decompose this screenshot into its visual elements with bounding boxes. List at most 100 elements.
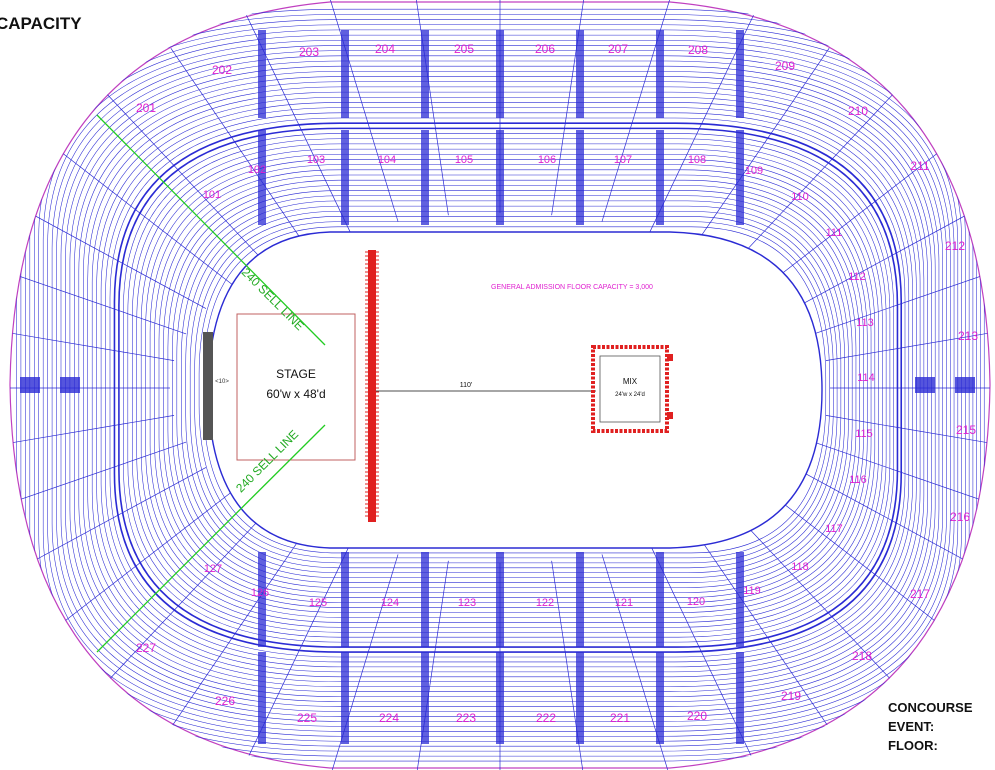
section-label-122: 122: [536, 597, 554, 609]
aisle-line: [46, 490, 234, 636]
ga-capacity-label: GENERAL ADMISSION FLOOR CAPACITY = 3,000: [491, 284, 653, 291]
stage-marker-label: <10>: [215, 379, 229, 385]
section-label-215: 215: [956, 423, 976, 437]
aisle-line: [766, 490, 954, 636]
section-label-207: 207: [608, 42, 628, 56]
section-label-216: 216: [950, 510, 970, 524]
stairway: [258, 130, 266, 225]
aisle-line: [766, 140, 954, 286]
section-label-209: 209: [775, 59, 795, 73]
stairway: [736, 130, 744, 225]
section-label-125: 125: [309, 597, 327, 609]
section-label-221: 221: [610, 711, 630, 725]
stairway: [496, 552, 504, 647]
section-label-223: 223: [456, 711, 476, 725]
distance-label: 110': [460, 382, 473, 389]
seat-row: [91, 96, 921, 678]
section-label-208: 208: [688, 43, 708, 57]
mix-corner-bl: [667, 412, 673, 419]
section-label-118: 118: [791, 561, 809, 573]
section-label-210: 210: [848, 104, 868, 118]
seat-row: [118, 127, 899, 648]
seat-row: [167, 185, 857, 593]
seat-row: [74, 76, 936, 697]
section-label-103: 103: [307, 154, 325, 166]
aisle-line: [46, 140, 234, 286]
aisle-line: [825, 415, 990, 455]
aisle-line: [551, 0, 588, 216]
section-label-205: 205: [454, 42, 474, 56]
aisle-line: [103, 511, 267, 686]
stairway: [258, 652, 266, 744]
section-label-116: 116: [849, 474, 867, 486]
section-label-213: 213: [958, 329, 978, 343]
stairway: [341, 652, 349, 744]
stage-title: STAGE: [276, 367, 316, 381]
seat-row: [145, 159, 876, 618]
mix-riser: [599, 355, 661, 423]
aisle-line: [326, 0, 399, 222]
section-label-105: 105: [455, 154, 473, 166]
stairway: [576, 552, 584, 647]
section-label-117: 117: [825, 523, 843, 535]
sell-line-lower: [96, 424, 326, 653]
seat-row: [69, 71, 940, 702]
section-label-119: 119: [743, 585, 761, 597]
section-label-219: 219: [781, 689, 801, 703]
section-label-212: 212: [945, 239, 965, 253]
section-label-121: 121: [615, 597, 633, 609]
section-label-112: 112: [848, 271, 866, 283]
section-label-120: 120: [687, 596, 705, 608]
stage: [236, 313, 356, 461]
section-label-104: 104: [378, 154, 396, 166]
section-label-113: 113: [856, 317, 874, 329]
seat-row: [65, 65, 944, 707]
seat-row: [100, 107, 913, 668]
legend-concourse: CONCOURSE: [888, 700, 973, 715]
aisle-line: [170, 529, 307, 728]
seat-row: [154, 169, 868, 608]
aisle-line: [813, 441, 990, 519]
seat-row: [158, 174, 864, 603]
stairway: [736, 652, 744, 744]
page-title: CAPACITY: [0, 14, 82, 33]
barricade-ticks: [365, 251, 379, 517]
aisle-line: [10, 415, 175, 455]
section-label-206: 206: [535, 42, 555, 56]
stairway: [258, 552, 266, 647]
stairway: [496, 652, 504, 744]
seat-row: [185, 205, 842, 574]
stairway: [20, 377, 40, 393]
stairway: [576, 652, 584, 744]
section-label-108: 108: [688, 154, 706, 166]
section-label-217: 217: [910, 587, 930, 601]
section-label-202: 202: [212, 63, 232, 77]
aisle-line: [693, 48, 830, 247]
seat-row: [56, 55, 951, 717]
seat-row: [140, 153, 879, 623]
stage-marker-bar: [203, 332, 213, 440]
legend-floor: FLOOR:: [888, 738, 938, 753]
stairway: [421, 552, 429, 647]
section-label-127: 127: [204, 563, 222, 575]
section-labels: 202 203 204 205 206 207 208 209 210 211 212 213 215 2…: [136, 42, 978, 725]
section-label-220: 220: [687, 709, 707, 723]
aisle-line: [10, 257, 187, 335]
stairway: [421, 652, 429, 744]
aisle-line: [825, 321, 990, 361]
mix-barricade: [591, 345, 669, 433]
seat-row: [96, 102, 917, 673]
stairways: [20, 30, 975, 744]
aisle-line: [813, 257, 990, 335]
seat-row: [123, 133, 894, 643]
stairway: [656, 552, 664, 647]
stairway: [496, 30, 504, 118]
seat-row: [51, 50, 955, 722]
seat-row: [78, 81, 932, 692]
section-label-227: 227: [136, 641, 156, 655]
section-label-109: 109: [745, 165, 763, 177]
seat-row: [127, 138, 891, 638]
legend-event: EVENT:: [888, 719, 935, 734]
stairway: [341, 130, 349, 225]
stairway: [60, 377, 80, 393]
